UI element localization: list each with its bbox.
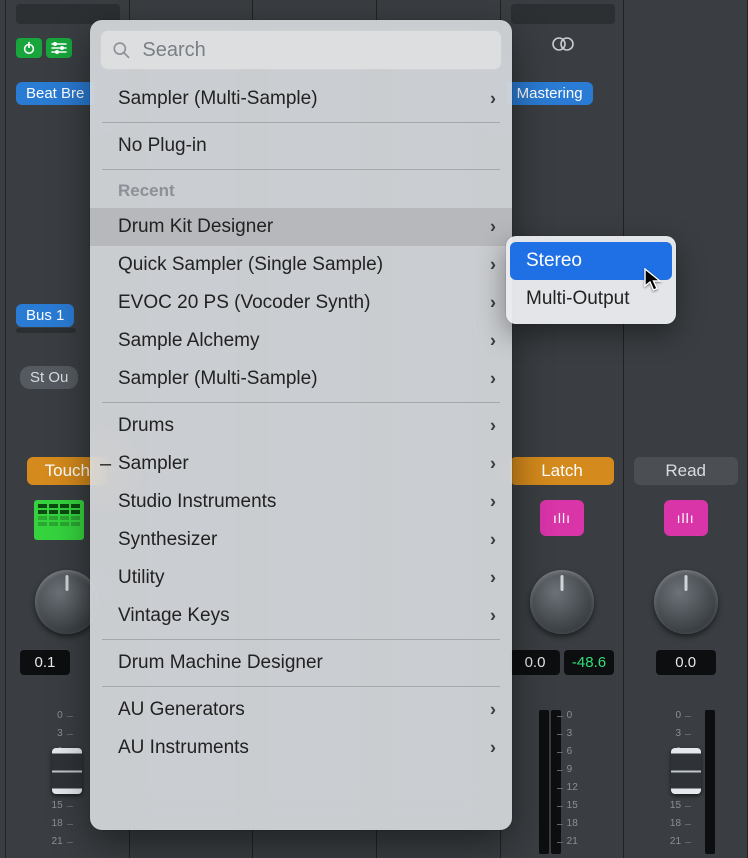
eq-thumbnail-icon[interactable] bbox=[34, 500, 84, 540]
channel-strip-5: Mastering Latch ıllı 0.0 -48.6 0 3 6 9 12 15 1… bbox=[501, 0, 625, 858]
scale-tick: 15 bbox=[567, 800, 627, 811]
menu-item-label: Drum Kit Designer bbox=[118, 216, 273, 238]
scale-tick: 3 bbox=[3, 728, 63, 739]
menu-item-label: AU Generators bbox=[118, 699, 245, 721]
menu-item-label: Sampler (Multi-Sample) bbox=[118, 368, 318, 390]
menu-item-label: No Plug-in bbox=[118, 135, 207, 157]
insert-mastering[interactable]: Mastering bbox=[507, 82, 593, 105]
scale-tick: 0 bbox=[567, 710, 627, 721]
meter-right bbox=[551, 710, 561, 854]
menu-item[interactable]: –Sampler› bbox=[90, 445, 512, 483]
waveform-icon[interactable]: ıllı bbox=[664, 500, 708, 536]
scale-tick: 18 bbox=[3, 818, 63, 829]
menu-item-label: Vintage Keys bbox=[118, 605, 230, 627]
settings-icon[interactable] bbox=[46, 38, 72, 58]
meter bbox=[705, 710, 715, 854]
scale-tick: 0 bbox=[621, 710, 681, 721]
search-icon bbox=[112, 40, 130, 60]
automation-read[interactable]: Read bbox=[634, 457, 738, 485]
scale-tick: 9 bbox=[567, 764, 627, 775]
menu-item-label: Synthesizer bbox=[118, 529, 217, 551]
menu-item-label: Sampler (Multi-Sample) bbox=[118, 88, 318, 110]
slot[interactable] bbox=[511, 4, 615, 24]
menu-item[interactable]: Studio Instruments› bbox=[90, 483, 512, 521]
menu-item[interactable]: EVOC 20 PS (Vocoder Synth)› bbox=[90, 284, 512, 322]
menu-item[interactable]: Synthesizer› bbox=[90, 521, 512, 559]
menu-item-dmd[interactable]: Drum Machine Designer bbox=[90, 644, 512, 682]
scale-tick: 18 bbox=[567, 818, 627, 829]
menu-item-label: Quick Sampler (Single Sample) bbox=[118, 254, 383, 276]
meter-left bbox=[539, 710, 549, 854]
menu-item-label: Drums bbox=[118, 415, 174, 437]
menu-item-label: EVOC 20 PS (Vocoder Synth) bbox=[118, 292, 370, 314]
submenu-item-label: Stereo bbox=[526, 250, 582, 272]
scale-tick: 21 bbox=[567, 836, 627, 847]
automation-latch[interactable]: Latch bbox=[510, 457, 614, 485]
menu-item[interactable]: Utility› bbox=[90, 559, 512, 597]
waveform-icon[interactable]: ıllı bbox=[540, 500, 584, 536]
scale-tick: 18 bbox=[621, 818, 681, 829]
scale-tick: 21 bbox=[621, 836, 681, 847]
scale-tick: 0 bbox=[3, 710, 63, 721]
channel-strip-6: Read ıllı 0.0 036912151821 bbox=[624, 0, 748, 858]
menu-item[interactable]: Quick Sampler (Single Sample)› bbox=[90, 246, 512, 284]
fader-area[interactable]: 036912151821 bbox=[509, 700, 616, 858]
menu-item[interactable]: Sample Alchemy› bbox=[90, 322, 512, 360]
scale-tick: 3 bbox=[567, 728, 627, 739]
menu-item[interactable]: Drums› bbox=[90, 407, 512, 445]
fader-value: 0.0 bbox=[510, 650, 560, 675]
menu-item-label: Studio Instruments bbox=[118, 491, 276, 513]
stereo-icon[interactable] bbox=[551, 36, 575, 52]
menu-item[interactable]: Vintage Keys› bbox=[90, 597, 512, 635]
menu-item-label: AU Instruments bbox=[118, 737, 249, 759]
plugin-menu: Sampler (Multi-Sample)›No Plug-inRecentD… bbox=[90, 20, 512, 830]
scale-tick: 3 bbox=[621, 728, 681, 739]
menu-item-label: Utility bbox=[118, 567, 164, 589]
menu-item[interactable]: AU Instruments› bbox=[90, 729, 512, 767]
pan-knob[interactable] bbox=[530, 570, 594, 634]
pan-knob[interactable] bbox=[654, 570, 718, 634]
scale-tick: 6 bbox=[567, 746, 627, 757]
output-label[interactable]: St Ou bbox=[20, 366, 78, 389]
menu-header-recent: Recent bbox=[90, 174, 512, 208]
scale-tick: 12 bbox=[567, 782, 627, 793]
scale-tick: 15 bbox=[3, 800, 63, 811]
menu-item-label: Sampler bbox=[118, 453, 189, 475]
peak-value: -48.6 bbox=[564, 650, 614, 675]
insert-beat-breaker[interactable]: Beat Bre bbox=[16, 82, 94, 105]
menu-item-label: Drum Machine Designer bbox=[118, 652, 323, 674]
menu-item[interactable]: Sampler (Multi-Sample)› bbox=[90, 360, 512, 398]
power-button[interactable] bbox=[16, 38, 42, 58]
menu-item[interactable]: Drum Kit Designer› bbox=[90, 208, 512, 246]
scale-tick: 15 bbox=[621, 800, 681, 811]
menu-item[interactable]: Sampler (Multi-Sample)› bbox=[90, 80, 512, 118]
send-bus-1[interactable]: Bus 1 bbox=[16, 304, 74, 327]
search-input[interactable] bbox=[142, 39, 490, 62]
menu-item-label: Sample Alchemy bbox=[118, 330, 260, 352]
fader-cap[interactable] bbox=[52, 748, 82, 794]
send-level[interactable] bbox=[16, 328, 76, 333]
scale-right: 0 3 6 9 12 15 18 21 bbox=[567, 710, 627, 858]
menu-item-no-plugin[interactable]: No Plug-in bbox=[90, 127, 512, 165]
menu-list: Sampler (Multi-Sample)›No Plug-inRecentD… bbox=[90, 74, 512, 773]
menu-item[interactable]: AU Generators› bbox=[90, 691, 512, 729]
fader-value: 0.0 bbox=[656, 650, 716, 675]
submenu-item-label: Multi-Output bbox=[526, 288, 629, 310]
fader-cap[interactable] bbox=[671, 748, 701, 794]
mouse-cursor-icon bbox=[644, 268, 666, 290]
scale-tick: 21 bbox=[3, 836, 63, 847]
fader-area[interactable]: 036912151821 bbox=[632, 700, 739, 858]
fader-value: 0.1 bbox=[20, 650, 70, 675]
search-field[interactable] bbox=[100, 30, 502, 70]
